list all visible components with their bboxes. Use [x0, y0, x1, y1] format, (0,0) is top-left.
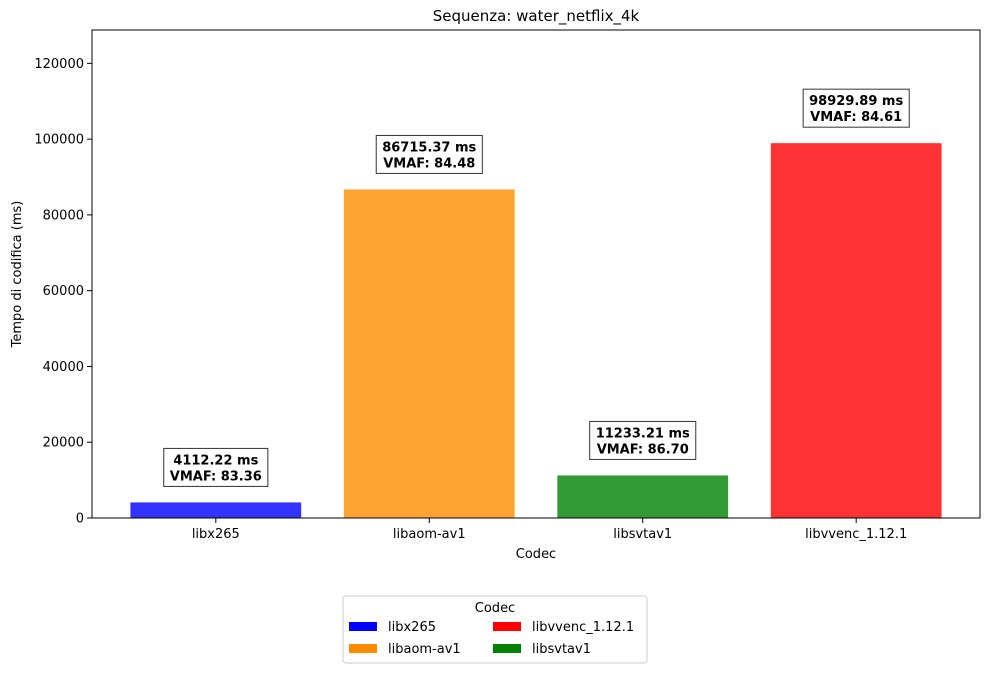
y-axis: 0 20000 40000 60000 80000 100000 120000 — [34, 57, 92, 527]
x-tick-label: libsvtav1 — [613, 527, 672, 542]
legend-label: libx265 — [388, 620, 436, 635]
y-tick-label: 60000 — [43, 284, 84, 299]
legend-swatch — [349, 644, 377, 653]
bar-libvvenc_1.12.1 — [770, 143, 942, 518]
legend-swatch — [349, 622, 377, 631]
annotation-vmaf: VMAF: 84.61 — [810, 110, 902, 125]
annotation-box — [589, 420, 697, 460]
annotation-time: 11233.21 ms — [596, 426, 690, 441]
legend-title: Codec — [475, 601, 515, 616]
legend-swatch — [493, 622, 521, 631]
annotation-time: 86715.37 ms — [382, 140, 476, 155]
y-tick-label: 100000 — [34, 133, 84, 148]
x-tick-label: libaom-av1 — [393, 527, 466, 542]
bar-libsvtav1 — [557, 475, 729, 518]
bar-libx265 — [130, 502, 302, 518]
x-tick-label: libx265 — [192, 527, 240, 542]
legend-label: libsvtav1 — [532, 642, 591, 657]
annotation-box — [163, 447, 269, 487]
y-tick-label: 120000 — [34, 57, 84, 72]
plot-frame — [91, 29, 981, 519]
annotation-vmaf: VMAF: 83.36 — [170, 469, 262, 484]
x-axis-label: Codec — [516, 547, 556, 562]
legend-label: libvvenc_1.12.1 — [532, 620, 634, 635]
legend: Codec libx265 libaom-av1 libvvenc_1.12.1lib… — [342, 595, 648, 664]
y-tick-label: 0 — [76, 512, 84, 527]
y-axis-label: Tempo di codifica (ms) — [10, 201, 25, 349]
y-tick-label: 40000 — [43, 360, 84, 375]
y-tick-label: 20000 — [43, 436, 84, 451]
bar-libaom-av1 — [343, 189, 515, 518]
legend-label: libaom-av1 — [388, 642, 461, 657]
y-tick-label: 80000 — [43, 208, 84, 223]
x-axis: libx265 libaom-av1 libsvtav1 libvvenc_1.12.… — [192, 518, 907, 542]
annotation-time: 98929.89 ms — [809, 94, 903, 109]
annotation-time: 4112.22 ms — [173, 453, 258, 468]
x-tick-label: libvvenc_1.12.1 — [805, 527, 907, 542]
bars-group — [130, 143, 942, 518]
annotation-vmaf: VMAF: 86.70 — [597, 442, 689, 457]
annotation-box — [802, 88, 910, 128]
annotation-vmaf: VMAF: 84.48 — [383, 156, 475, 171]
legend-swatch — [493, 644, 521, 653]
annotation-box — [375, 134, 483, 174]
chart-title: Sequenza: water_netflix_4k — [433, 7, 640, 26]
